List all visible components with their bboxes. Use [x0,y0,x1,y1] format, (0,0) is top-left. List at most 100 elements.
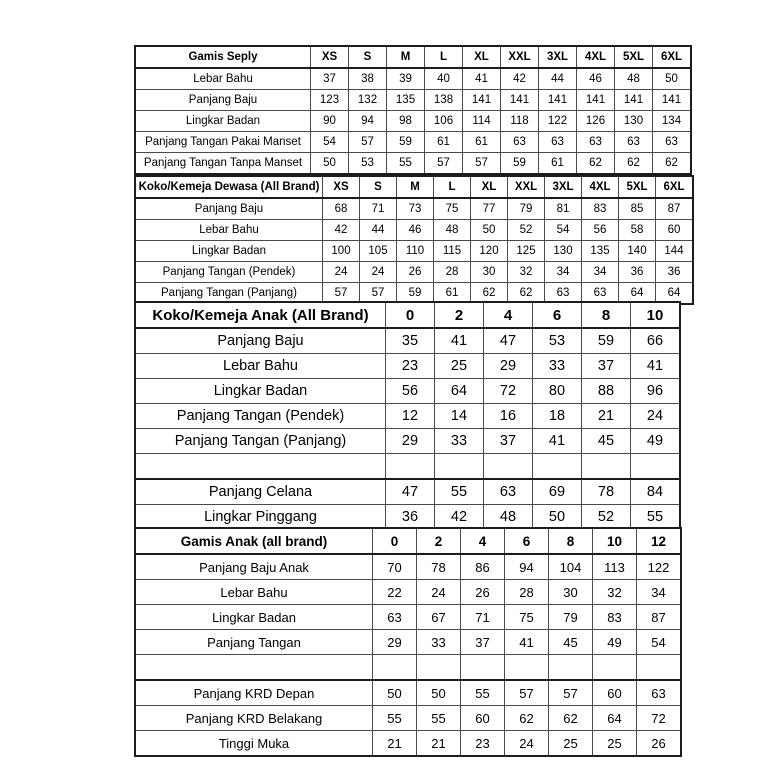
size-header-cell: 4XL [581,175,619,199]
table-row: Lingkar Pinggang 36 42 48 50 52 55 [134,504,681,531]
table-row: Panjang Tangan Tanpa Manset 50 53 55 57 57 59 6… [134,152,692,175]
measurement-value: 63 [372,604,417,630]
measurement-value: 60 [592,679,637,706]
measurement-value: 70 [372,553,417,580]
measurement-value: 50 [310,152,349,175]
measurement-value: 42 [434,504,484,531]
measurement-value: 115 [433,240,471,262]
size-header-cell: L [433,175,471,199]
measurement-label: Panjang Tangan [134,629,373,655]
measurement-value: 81 [544,197,582,220]
measurement-value: 63 [576,131,615,153]
measurement-value: 40 [424,67,463,90]
table-row: Panjang Celana 47 55 63 69 78 84 [134,478,681,505]
measurement-value [483,453,533,480]
measurement-value: 118 [500,110,539,132]
measurement-value: 63 [652,131,692,153]
measurement-value: 55 [630,504,681,531]
measurement-value: 122 [538,110,577,132]
measurement-value: 56 [385,378,435,404]
measurement-value: 21 [581,403,631,429]
size-header-cell: XS [322,175,360,199]
measurement-value: 141 [462,89,501,111]
measurement-value: 96 [630,378,681,404]
measurement-value: 62 [504,705,549,731]
measurement-value: 16 [483,403,533,429]
measurement-value: 138 [424,89,463,111]
measurement-value: 47 [385,478,435,505]
measurement-value: 41 [532,428,582,454]
table-row: Panjang Tangan 29 33 37 41 45 49 54 [134,629,682,655]
measurement-value [385,453,435,480]
size-header-cell: 3XL [544,175,582,199]
measurement-value: 90 [310,110,349,132]
measurement-value: 23 [460,730,505,757]
measurement-value: 53 [532,327,582,354]
size-header-cell: S [348,45,387,69]
size-header-cell: XL [462,45,501,69]
measurement-value: 41 [504,629,549,655]
size-table-koko-kemeja-dewasa: Koko/Kemeja Dewasa (All Brand) XS S M L XL XXL… [134,175,694,305]
measurement-label: Lingkar Pinggang [134,504,386,531]
table-row: Panjang KRD Depan 50 50 55 57 57 60 63 [134,679,682,706]
measurement-value: 63 [614,131,653,153]
table-row: Lebar Bahu 23 25 29 33 37 41 [134,353,681,379]
measurement-value: 60 [655,219,694,241]
size-header-cell: 5XL [618,175,656,199]
measurement-value: 88 [581,378,631,404]
measurement-value [592,654,637,681]
measurement-value: 28 [433,261,471,283]
measurement-value: 64 [655,282,694,305]
table-row: Lingkar Badan 90 94 98 106 114 118 122 126 130 134 [134,110,692,132]
measurement-value: 69 [532,478,582,505]
size-header-cell: 2 [434,301,484,329]
measurement-value: 26 [396,261,434,283]
table-title: Koko/Kemeja Anak (All Brand) [134,301,386,329]
measurement-value: 63 [538,131,577,153]
table-row: Tinggi Muka 21 21 23 24 25 25 26 [134,730,682,757]
measurement-value: 123 [310,89,349,111]
measurement-value: 58 [618,219,656,241]
measurement-value: 24 [322,261,360,283]
table-title: Gamis Seply [134,45,311,69]
measurement-value: 28 [504,579,549,605]
measurement-label: Lingkar Badan [134,110,311,132]
measurement-value: 54 [544,219,582,241]
measurement-label: Tinggi Muka [134,730,373,757]
measurement-value: 61 [424,131,463,153]
table-row: Panjang Tangan (Panjang) 29 33 37 41 45 49 [134,428,681,454]
size-header-cell: 6XL [655,175,694,199]
size-table-gamis-anak: Gamis Anak (all brand) 0 2 4 6 8 10 12 Panjang B… [134,527,682,757]
measurement-value: 64 [434,378,484,404]
measurement-label: Panjang Baju [134,197,323,220]
measurement-value: 59 [581,327,631,354]
table-row: Lebar Bahu 37 38 39 40 41 42 44 46 48 50 [134,67,692,90]
measurement-value: 50 [470,219,508,241]
measurement-value: 56 [581,219,619,241]
measurement-value: 39 [386,67,425,90]
measurement-label: Panjang KRD Depan [134,679,373,706]
measurement-label: Lingkar Badan [134,604,373,630]
measurement-value [548,654,593,681]
measurement-value: 79 [548,604,593,630]
size-header-cell: M [396,175,434,199]
measurement-value: 36 [618,261,656,283]
measurement-label: Panjang KRD Belakang [134,705,373,731]
measurement-value: 62 [470,282,508,305]
measurement-value: 110 [396,240,434,262]
size-header-cell: 8 [581,301,631,329]
measurement-value: 57 [348,131,387,153]
measurement-value [372,654,417,681]
measurement-value: 63 [581,282,619,305]
measurement-value: 44 [359,219,397,241]
table-header-row: Gamis Anak (all brand) 0 2 4 6 8 10 12 [134,527,682,555]
size-header-cell: S [359,175,397,199]
measurement-value: 42 [500,67,539,90]
table-row: Panjang Tangan (Pendek) 12 14 16 18 21 24 [134,403,681,429]
measurement-value: 49 [630,428,681,454]
measurement-value: 59 [386,131,425,153]
table-body: Koko/Kemeja Anak (All Brand) 0 2 4 6 8 10 Panja… [134,301,681,531]
measurement-value: 26 [636,730,682,757]
measurement-value: 52 [581,504,631,531]
measurement-value: 144 [655,240,694,262]
